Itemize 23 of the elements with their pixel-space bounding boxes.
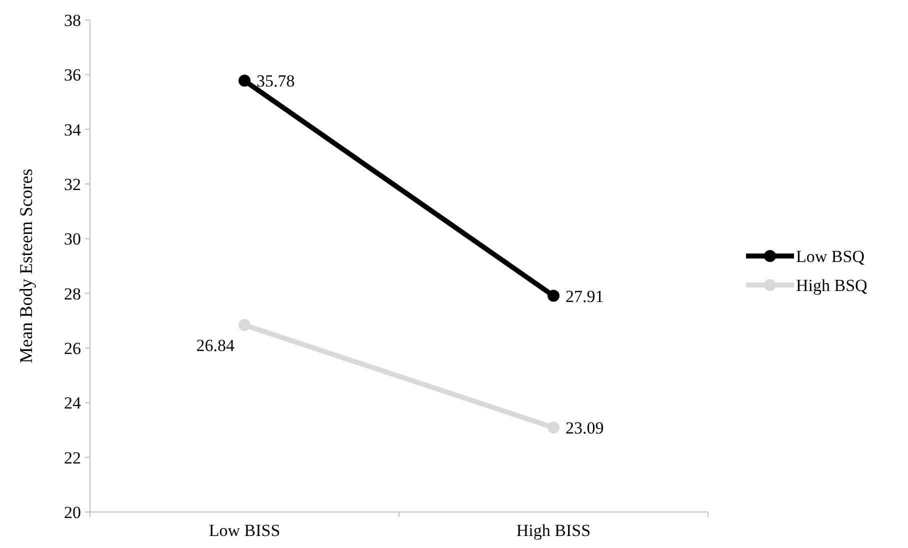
y-tick-label: 36: [64, 66, 81, 85]
y-tick-label: 30: [64, 230, 81, 249]
y-tick-label: 38: [64, 11, 81, 30]
y-tick-label: 34: [64, 120, 82, 140]
y-axis-title: Mean Body Esteem Scores: [16, 168, 36, 364]
y-tick-label: 26: [64, 339, 81, 358]
data-label: 26.84: [196, 336, 235, 356]
legend-label: Low BSQ: [796, 247, 864, 266]
point: [548, 422, 560, 434]
point: [238, 74, 250, 87]
legend-label: High BSQ: [796, 276, 868, 295]
data-label: 23.09: [566, 418, 604, 438]
y-tick-label: 20: [64, 503, 81, 522]
y-tick-label: 24: [64, 394, 82, 413]
x-tick-label: Low BISS: [208, 521, 280, 540]
y-tick-label: 22: [64, 448, 81, 468]
data-label: 27.91: [566, 286, 604, 306]
point: [548, 290, 560, 302]
y-tick-label: 28: [64, 284, 81, 304]
data-label: 35.78: [256, 72, 295, 91]
x-tick-label: High BISS: [516, 521, 591, 540]
point: [238, 319, 250, 332]
y-tick-label: 32: [64, 175, 81, 194]
